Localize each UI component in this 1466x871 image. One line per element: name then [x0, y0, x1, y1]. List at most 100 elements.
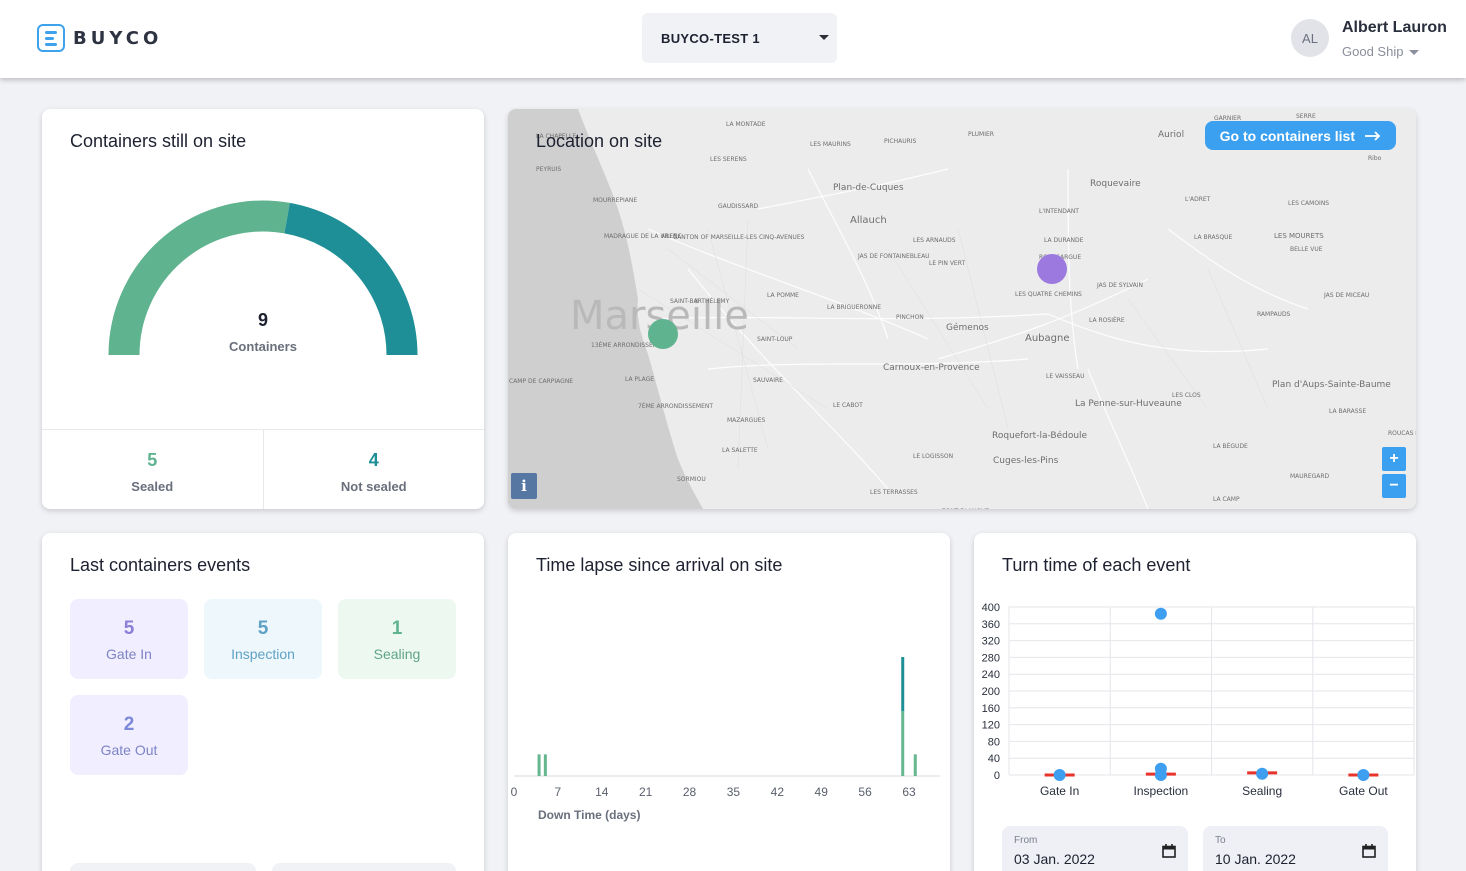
go-to-containers-list-button[interactable]: Go to containers list — [1204, 121, 1396, 150]
x-axis-label: Down Time (days) — [538, 808, 641, 822]
map-place-label: LE CABOT — [833, 402, 863, 409]
map-place-label: MAUREGARD — [1290, 473, 1330, 480]
turn-time-card: Turn time of each event 0 40 80 120 160 200 24… — [974, 533, 1416, 871]
map-place-label: L'ADRET — [1185, 196, 1211, 203]
x-tick-label: 28 — [683, 785, 697, 799]
map-place-label: MAZARGUES — [727, 417, 765, 424]
map-marker-site-2[interactable] — [1037, 254, 1067, 284]
filter-stub-1[interactable] — [70, 863, 256, 871]
map-place-label: PINCHON — [896, 314, 924, 321]
map-place-label: LA BRIGUERONNE — [827, 304, 881, 311]
gauge-total-label: Containers — [229, 339, 297, 354]
map-place-label: LES ARNAUDS — [913, 237, 956, 244]
top-bar: BUYCO BUYCO-TEST 1 AL Albert Lauron Good… — [0, 0, 1466, 78]
map-place-label: LA SALETTE — [722, 447, 758, 454]
zoom-in-button[interactable]: + — [1382, 447, 1406, 471]
map-place-label: Aubagne — [1025, 333, 1070, 344]
map-place-label: LES QUATRE CHEMINS — [1015, 291, 1082, 298]
map-place-label: FONT BLANCHE — [942, 508, 989, 509]
map-place-label: LES SERENS — [710, 156, 747, 163]
map-place-label: LA POMME — [767, 292, 799, 299]
x-tick-label: 7 — [555, 785, 562, 799]
data-point — [1256, 767, 1269, 780]
site-selector[interactable]: BUYCO-TEST 1 — [642, 13, 837, 63]
to-date-field[interactable]: To 10 Jan. 2022 — [1203, 826, 1388, 871]
calendar-icon[interactable] — [1362, 844, 1376, 858]
map-place-label: LA PLAGE — [625, 376, 654, 383]
y-tick-label: 0 — [994, 770, 1000, 782]
site-selector-value: BUYCO-TEST 1 — [661, 30, 760, 46]
event-tile-gate-out[interactable]: 2 Gate Out — [70, 695, 188, 775]
event-label: Gate Out — [100, 742, 158, 758]
y-tick-label: 320 — [982, 636, 1000, 648]
calendar-icon[interactable] — [1162, 844, 1176, 858]
map-place-label: LA BÉGUDE — [1213, 442, 1248, 450]
filter-stub-2[interactable] — [272, 863, 456, 871]
map-place-label: LES CAMOINS — [1288, 200, 1329, 207]
logo-text: BUYCO — [73, 27, 163, 49]
map-place-label: LES MAURINS — [810, 141, 851, 148]
map-place-label: LA ROSIÈRE — [1089, 316, 1125, 324]
event-label: Sealing — [373, 646, 421, 662]
map-place-label: LA DURANDE — [1044, 237, 1084, 244]
map-place-label: LES TERRASSES — [870, 489, 918, 496]
map-place-label: LES MOURETS — [1274, 232, 1324, 240]
map-place-label: GAUDISSARD — [718, 203, 759, 210]
map-place-label: CANTON OF MARSEILLE-LES CINQ-AVENUES — [673, 234, 805, 241]
event-tile-inspection[interactable]: 5 Inspection — [204, 599, 322, 679]
containers-on-site-card: Containers still on site 9 Containers 5 … — [42, 109, 484, 509]
map-place-label: LE LOGISSON — [913, 453, 953, 460]
map-canvas[interactable]: MarseilleAllauchPlan-de-CuquesAubagneGém… — [508, 109, 1416, 509]
chevron-down-icon — [1409, 50, 1420, 56]
map-place-label: SAUVAIRE — [753, 377, 783, 384]
buyco-logo[interactable]: BUYCO — [37, 24, 162, 52]
location-map-card: Marseille Allauch Plan-de-Cuques Aubagne Gém… — [508, 109, 1416, 509]
y-tick-label: 120 — [982, 720, 1000, 732]
map-marker-site-1[interactable] — [648, 319, 678, 349]
map-place-label: SERRE — [1296, 113, 1316, 120]
card-title: Last containers events — [70, 555, 251, 575]
event-tile-sealing[interactable]: 1 Sealing — [338, 599, 456, 679]
gauge-arc-sealed — [108, 200, 290, 356]
map-place-label: Plan-de-Cuques — [833, 183, 904, 193]
user-company[interactable]: Good Ship — [1342, 44, 1420, 59]
map-place-label: BELLE VUE — [1290, 246, 1323, 253]
time-lapse-card: Time lapse since arrival on site 0 7 14 21 2… — [508, 533, 950, 871]
map-place-label: JAS DE FONTAINEBLEAU — [857, 253, 930, 260]
user-name: Albert Lauron — [1342, 19, 1447, 36]
map-info-button[interactable]: i — [511, 473, 537, 499]
map-place-label: ARENC — [661, 233, 682, 240]
map-place-label: SAINT-BARTHÉLEMY — [670, 297, 730, 305]
event-tile-gate-in[interactable]: 5 Gate In — [70, 599, 188, 679]
map-title: Location on site — [536, 131, 663, 151]
arrow-right-icon — [1365, 130, 1381, 141]
map-place-label: MOURREPIANE — [593, 197, 637, 204]
map-place-label: LA CAMP — [1213, 496, 1240, 503]
zoom-out-button[interactable]: − — [1382, 474, 1406, 498]
map-place-label: LA CHAPELLE — [536, 133, 576, 140]
bar-segment — [901, 657, 905, 712]
sealed-stat[interactable]: 5 Sealed — [42, 430, 263, 509]
event-count: 2 — [123, 714, 135, 735]
chevron-down-icon — [819, 35, 829, 40]
map-place-label: LES CLOS — [1172, 392, 1201, 399]
map-place-label: PICHAURIS — [884, 138, 917, 145]
avatar[interactable]: AL — [1291, 19, 1329, 57]
map-place-label: Plan d'Aups-Sainte-Baume — [1272, 380, 1391, 390]
y-tick-label: 80 — [988, 736, 1000, 748]
map-place-label: 13ÈME ARRONDISSEMENT — [591, 341, 670, 349]
from-date-field[interactable]: From 03 Jan. 2022 — [1002, 826, 1188, 871]
x-tick-label: 0 — [511, 785, 518, 799]
not-sealed-stat[interactable]: 4 Not sealed — [262, 430, 485, 509]
data-point — [1154, 607, 1167, 620]
x-tick-label: 56 — [858, 785, 872, 799]
gauge-chart — [108, 200, 418, 356]
map-place-label: LE VAISSEAU — [1046, 373, 1085, 380]
event-count: 5 — [257, 618, 269, 639]
y-tick-label: 400 — [982, 602, 1000, 614]
x-tick-label: 63 — [902, 785, 916, 799]
sealed-count: 5 — [147, 450, 158, 470]
event-label: Gate In — [106, 646, 152, 662]
map-place-label: MADRAGUE DE LA VILLE — [604, 233, 677, 240]
not-sealed-count: 4 — [368, 450, 379, 470]
